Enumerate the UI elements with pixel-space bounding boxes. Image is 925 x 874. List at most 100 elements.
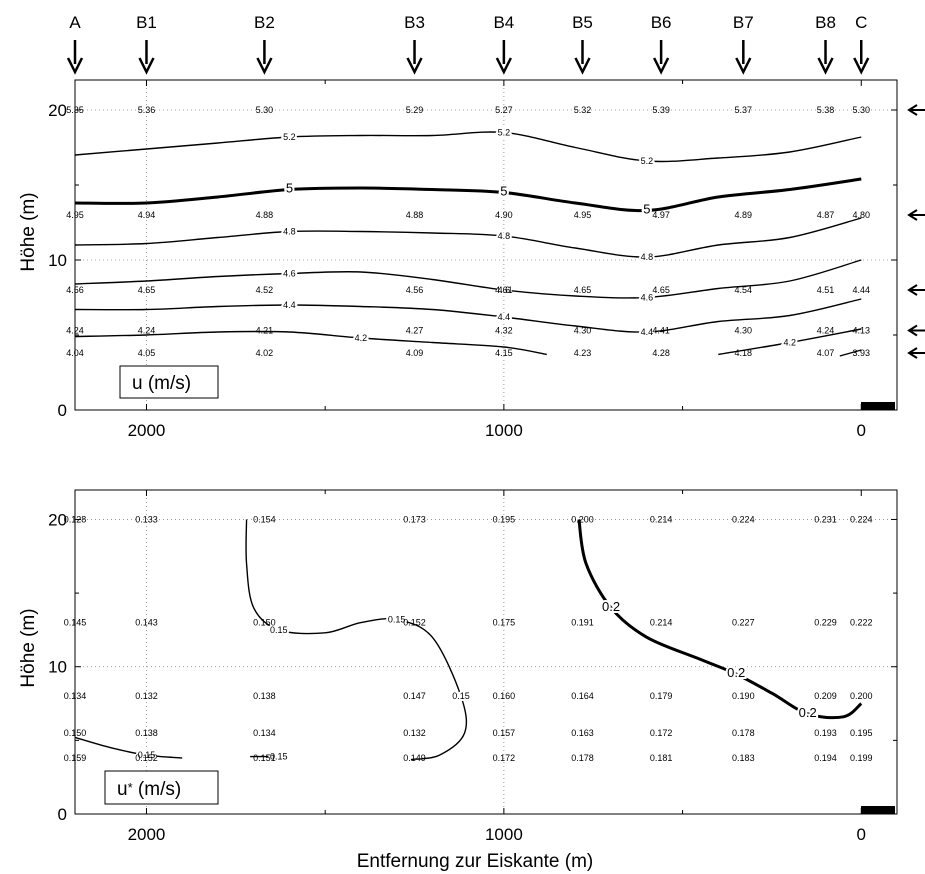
value-label: 4.65 — [138, 285, 156, 295]
station-label: C — [855, 13, 867, 32]
value-label: 4.56 — [66, 285, 84, 295]
value-label: 0.173 — [403, 514, 426, 524]
value-label: 4.88 — [406, 210, 424, 220]
contour-label: 5 — [286, 181, 293, 196]
contour-line — [75, 218, 861, 257]
value-label: 4.30 — [735, 326, 753, 336]
contour-label: 0.2 — [799, 705, 817, 720]
value-label: 4.51 — [817, 285, 835, 295]
contour-label: 0.15 — [452, 691, 470, 701]
station-label: B8 — [815, 13, 836, 32]
contour-label: 4.6 — [641, 293, 654, 303]
contour-label: 5.2 — [641, 156, 654, 166]
plot-frame — [75, 80, 897, 410]
value-label: 0.143 — [135, 618, 158, 628]
x-tick-label: 2000 — [128, 421, 166, 440]
value-label: 4.65 — [652, 285, 670, 295]
height-arrow — [909, 285, 925, 295]
value-label: 4.95 — [66, 210, 84, 220]
legend-label: u* (m/s) — [117, 779, 181, 800]
grid — [75, 490, 897, 814]
contour-line — [75, 132, 861, 162]
station-label: B1 — [136, 13, 157, 32]
station-label: B3 — [404, 13, 425, 32]
value-label: 4.44 — [852, 285, 870, 295]
contour-label: 4.2 — [355, 333, 368, 343]
value-label: 4.56 — [406, 285, 424, 295]
value-label: 0.163 — [571, 728, 594, 738]
value-label: 0.200 — [571, 514, 594, 524]
value-label: 0.214 — [650, 618, 673, 628]
grid — [75, 80, 897, 410]
value-label: 0.200 — [850, 691, 873, 701]
contour-label: 4.4 — [498, 312, 511, 322]
value-label: 0.164 — [571, 691, 594, 701]
value-label: 4.30 — [574, 326, 592, 336]
y-axis-label: Höhe (m) — [18, 192, 39, 271]
value-label: 4.32 — [495, 326, 513, 336]
y-tick-label: 0 — [58, 401, 67, 420]
value-label: 0.134 — [253, 728, 276, 738]
value-label: 0.179 — [650, 691, 673, 701]
y-tick-label: 0 — [58, 805, 67, 824]
legend-label: u (m/s) — [132, 373, 191, 394]
x-tick-label: 1000 — [485, 421, 523, 440]
y-tick-label: 10 — [48, 251, 67, 270]
value-label: 0.214 — [650, 514, 673, 524]
value-label: 0.152 — [135, 753, 158, 763]
value-label: 4.18 — [735, 348, 753, 358]
value-label: 0.195 — [850, 728, 873, 738]
height-arrow — [909, 348, 925, 358]
value-labels: 5.35 5.36 5.30 5.29 5.27 5.32 5.39 5.37 5.38 5.30… — [66, 105, 870, 358]
value-label: 0.199 — [850, 753, 873, 763]
value-label: 4.24 — [66, 326, 84, 336]
value-label: 0.138 — [253, 691, 276, 701]
measurement-height-arrows — [909, 105, 925, 358]
x-tick-label: 2000 — [128, 825, 166, 844]
value-labels: 0.128 0.133 0.154 0.173 0.195 0.200 0.214 0.224… — [64, 514, 873, 763]
contour-label: 5 — [643, 202, 650, 217]
height-arrow — [909, 326, 925, 336]
value-label: 0.145 — [64, 618, 87, 628]
value-label: 4.02 — [256, 348, 274, 358]
value-label: 5.27 — [495, 105, 513, 115]
height-arrow — [909, 105, 925, 115]
value-label: 4.61 — [495, 285, 513, 295]
value-label: 4.04 — [66, 348, 84, 358]
value-label: 0.172 — [650, 728, 673, 738]
value-label: 4.23 — [574, 348, 592, 358]
contour-label: 0.2 — [727, 665, 745, 680]
station-label: B4 — [493, 13, 514, 32]
x-tick-label: 0 — [857, 825, 866, 844]
contour-line — [75, 179, 861, 211]
value-label: 0.159 — [64, 753, 87, 763]
value-label: 0.178 — [571, 753, 594, 763]
value-label: 4.09 — [406, 348, 424, 358]
value-label: 0.194 — [814, 753, 837, 763]
x-axis-label: Entfernung zur Eiskante (m) — [357, 851, 594, 872]
value-label: 0.133 — [135, 514, 158, 524]
value-label: 5.37 — [735, 105, 753, 115]
value-label: 4.94 — [138, 210, 156, 220]
value-label: 0.222 — [850, 618, 873, 628]
contour-label: 4.8 — [498, 231, 511, 241]
contour-label: 4.6 — [283, 269, 296, 279]
value-label: 5.32 — [574, 105, 592, 115]
value-label: 0.160 — [493, 691, 516, 701]
value-label: 4.41 — [652, 326, 670, 336]
value-label: 3.93 — [852, 348, 870, 358]
value-label: 4.89 — [735, 210, 753, 220]
value-label: 0.175 — [493, 618, 516, 628]
value-label: 0.190 — [732, 691, 755, 701]
y-axis-label: Höhe (m) — [18, 608, 39, 687]
value-label: 0.152 — [403, 618, 426, 628]
value-label: 0.149 — [403, 753, 426, 763]
value-label: 5.30 — [256, 105, 274, 115]
contour-line — [75, 737, 182, 758]
sea-ice-marker — [861, 806, 895, 814]
value-label: 0.224 — [850, 514, 873, 524]
contour-lines: 5.2 5.25.25 554.8 4.84.84.64.64.64.44.44.44… — [75, 128, 861, 357]
value-label: 0.132 — [403, 728, 426, 738]
station-markers: A B1 B2 B3 B4 B5 B6 B7 B8 C — [68, 13, 868, 72]
panel-friction-velocity: 0.150.150.150.150.20.20.20.15 0.128 0.133… — [18, 490, 897, 844]
